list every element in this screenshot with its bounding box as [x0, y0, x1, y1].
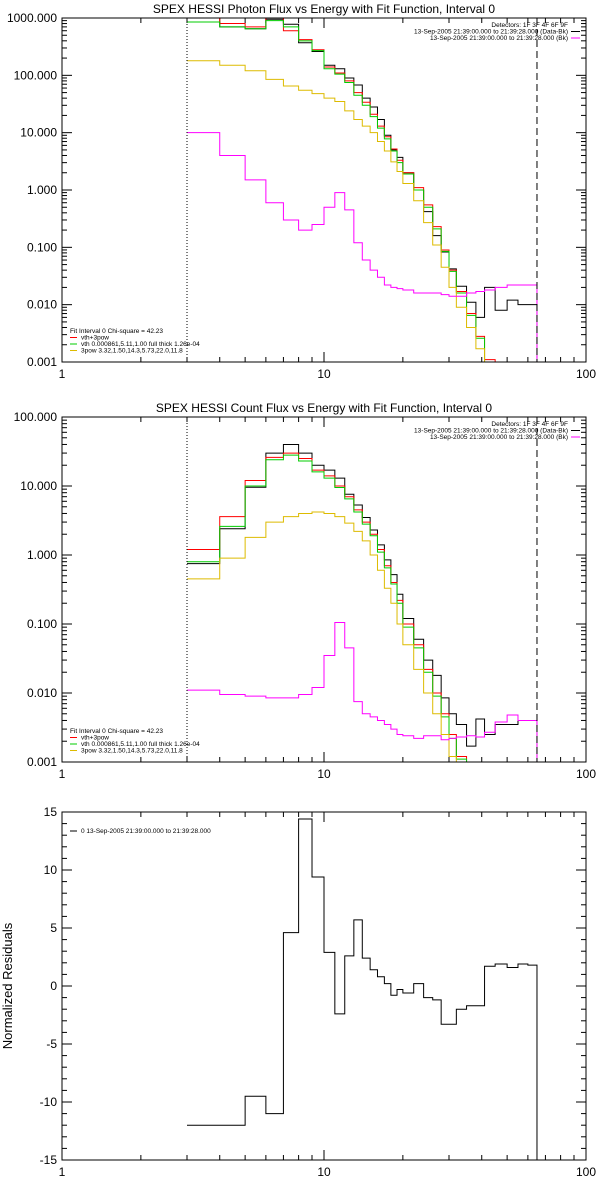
y-tick-label: 0	[50, 979, 57, 993]
plot-frame	[61, 416, 587, 763]
y-tick-label: 100.000	[14, 410, 58, 424]
legend-text: vth 0.000861,5.11,1.00 full thick 1.26e-…	[81, 341, 200, 348]
y-tick-label: 15	[44, 805, 58, 819]
legend-text: 3pow 3.32,1.50,14.3,5.73,22.0,11.8	[81, 748, 183, 755]
plot-frame	[61, 17, 587, 363]
y-tick-label: 10.000	[20, 479, 57, 493]
count-flux-panel: SPEX HESSI Count Flux vs Energy with Fit…	[14, 401, 597, 781]
legend-text: Fit Interval 0 Chi-square = 42.23	[70, 728, 163, 735]
legend-text: 0 13-Sep-2005 21:39:00.000 to 21:39:28.0…	[81, 828, 211, 835]
y-tick-label: -10	[40, 1095, 58, 1109]
series-group	[187, 818, 538, 1160]
legend-text: vth+3pow	[81, 335, 109, 342]
series-line-3pow	[187, 511, 457, 762]
y-tick-label: 10.000	[20, 126, 57, 140]
legend-text: vth 0.000861,5.11,1.00 full thick 1.26e-…	[81, 741, 200, 748]
x-tick-label: 100	[576, 1165, 596, 1179]
info-text: Detectors: 1F 3F 4F 6F 9F	[491, 421, 568, 428]
x-tick-label: 10	[317, 767, 331, 781]
legend-text: vth+3pow	[81, 735, 109, 742]
y-tick-label: 0.001	[27, 755, 57, 769]
y-tick-label: 0.010	[27, 686, 57, 700]
series-line-bk	[187, 622, 538, 762]
x-tick-label: 10	[317, 367, 331, 381]
info-text: 13-Sep-2005 21:39:00.000 to 21:39:28.000…	[430, 434, 568, 441]
info-text: Detectors: 1F 3F 4F 6F 9F	[491, 22, 568, 29]
info-text: 13-Sep-2005 21:39:00.000 to 21:39:28.000…	[414, 428, 568, 435]
photon-flux-panel: SPEX HESSI Photon Flux vs Energy with Fi…	[7, 2, 596, 381]
y-tick-label: 0.010	[27, 298, 57, 312]
y-tick-label: -5	[46, 1037, 57, 1051]
legend-text: 3pow 3.32,1.50,14.3,5.73,22.0,11.8	[81, 348, 183, 355]
residuals-panel: Normalized Residuals 1 10 100 -15 -10 -5 0 5 10 15…	[0, 805, 596, 1179]
y-tick-label: -15	[40, 1153, 58, 1167]
x-tick-label: 100	[576, 367, 596, 381]
x-tick-label: 1	[59, 1165, 66, 1179]
y-tick-label: 0.100	[27, 240, 57, 254]
y-tick-label: 1.000	[27, 548, 57, 562]
series-line-vth-3pow	[187, 18, 496, 362]
plot-frame	[61, 811, 587, 1161]
y-tick-label: 1.000	[27, 183, 57, 197]
chart-title: SPEX HESSI Photon Flux vs Energy with Fi…	[153, 2, 495, 16]
y-tick-label: 5	[50, 921, 57, 935]
x-tick-label: 10	[317, 1165, 331, 1179]
x-tick-label: 1	[59, 767, 66, 781]
x-tick-label: 100	[576, 767, 596, 781]
series-line-vth	[187, 454, 468, 762]
series-line-data-bk	[187, 18, 538, 362]
series-line-vth-3pow	[187, 452, 468, 762]
y-tick-label: 0.001	[27, 355, 57, 369]
legend-text: Fit Interval 0 Chi-square = 42.23	[70, 328, 163, 335]
chart-title: SPEX HESSI Count Flux vs Energy with Fit…	[156, 401, 492, 415]
y-tick-label: 1000.000	[7, 11, 57, 25]
info-text: 13-Sep-2005 21:39:00.000 to 21:39:28.000…	[430, 35, 568, 42]
x-tick-label: 1	[59, 367, 66, 381]
series-line-residuals	[187, 818, 538, 1160]
y-tick-label: 100.000	[14, 68, 58, 82]
y-axis-label: Normalized Residuals	[0, 922, 15, 1049]
series-group	[187, 18, 538, 362]
series-line-bk	[187, 132, 538, 362]
series-group	[187, 443, 538, 762]
y-tick-label: 10	[44, 863, 58, 877]
series-line-data-bk	[187, 443, 538, 762]
y-tick-label: 0.100	[27, 617, 57, 631]
series-line-3pow	[187, 60, 486, 362]
info-text: 13-Sep-2005 21:39:00.000 to 21:39:28.000…	[414, 29, 568, 36]
